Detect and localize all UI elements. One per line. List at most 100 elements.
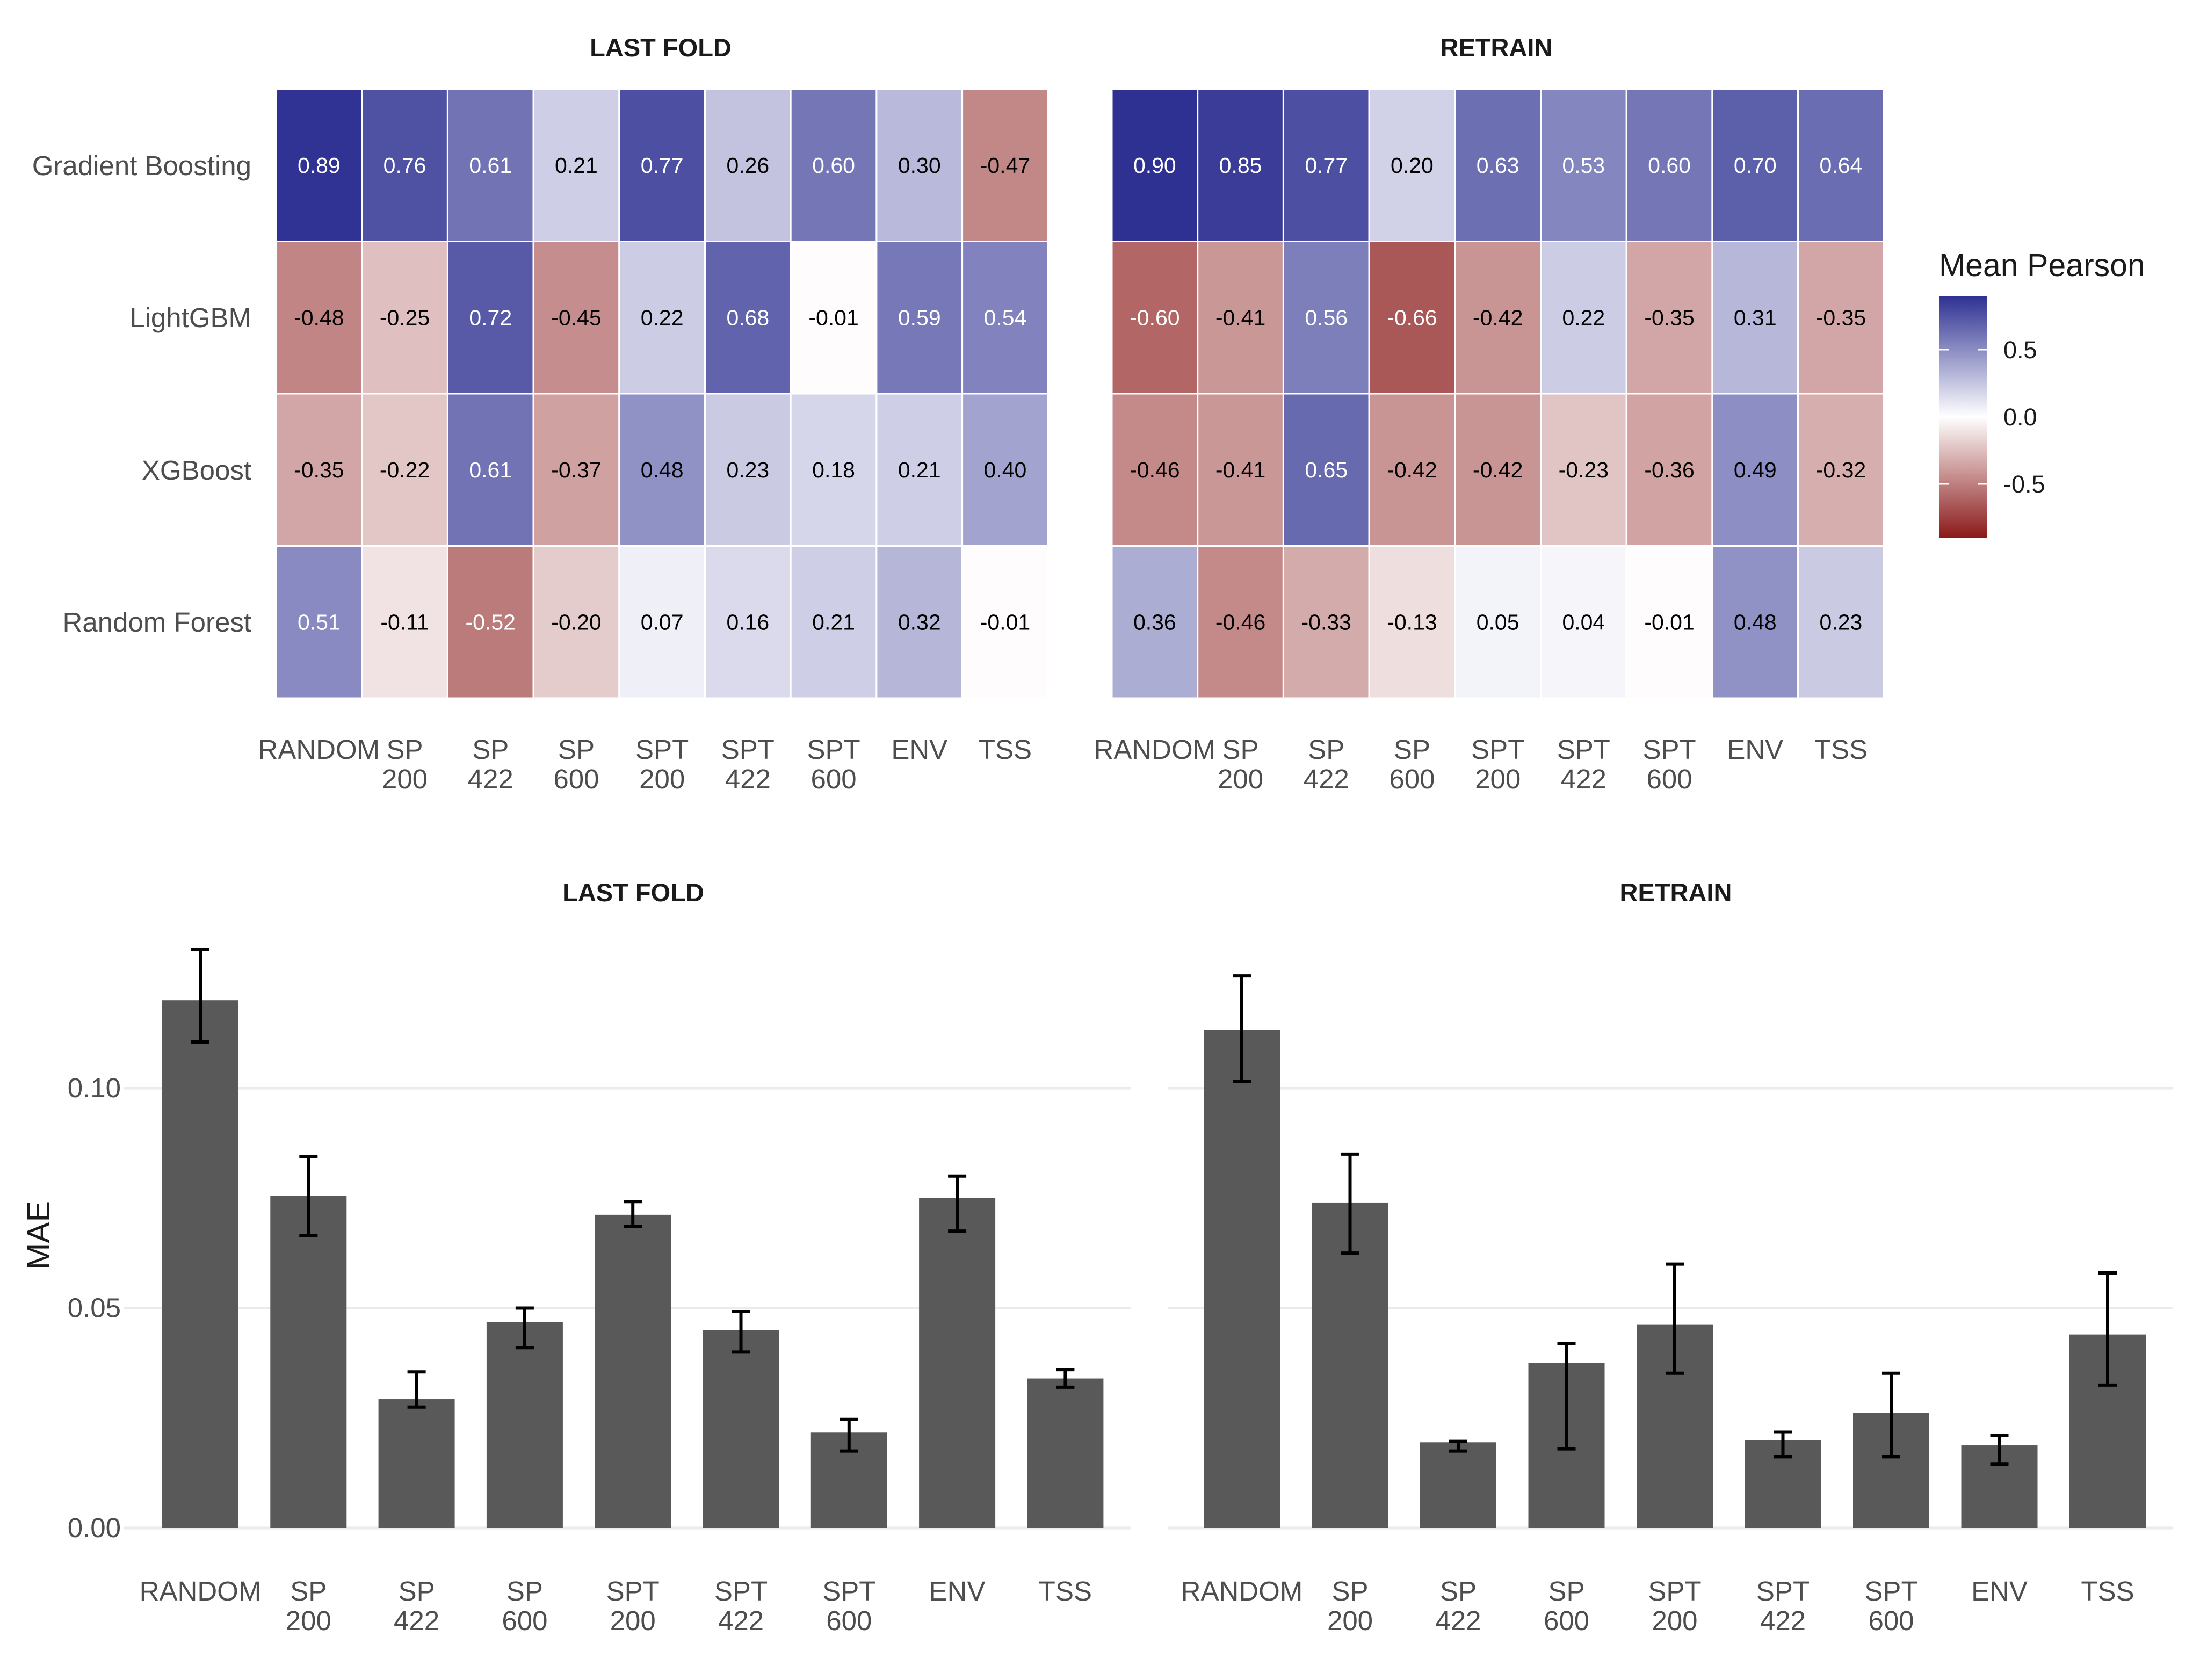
heatmap-x-tick-labels: RANDOM SP200SP422SP600SPT200SPT422SPT600E…: [258, 734, 1868, 794]
heatmap-cell: [790, 88, 878, 242]
heatmap-cell-label: 0.21: [555, 153, 598, 178]
heatmap-cell-label: 0.23: [1820, 610, 1863, 634]
heatmap-cell-label: 0.59: [898, 305, 941, 330]
heatmap-cell-label: 0.48: [1734, 610, 1777, 634]
heatmap-cell: [1197, 88, 1284, 242]
heatmap-cell: [1797, 393, 1885, 547]
heatmap-x-tick-label: RANDOM: [258, 734, 380, 765]
heatmap-cell-label: 0.54: [984, 305, 1027, 330]
bar-x-tick-label: TSS: [2081, 1576, 2134, 1606]
heatmap-x-tick-label: SP: [387, 734, 423, 765]
heatmap-cell-label: 0.65: [1305, 458, 1348, 482]
y-tick-label: 0.10: [68, 1073, 121, 1103]
bar-x-tick-labels: RANDOM SP200SP422SP600SPT200SPT422SPT600E…: [140, 1576, 2134, 1636]
heatmap-retrain: 0.90 0.85 0.77 0.20 0.63 0.53 0.60 0.70 0.64 -0.6…: [1111, 88, 1885, 699]
bar-chart-retrain: [1204, 974, 2146, 1528]
error-bar: [191, 948, 209, 1044]
error-bar: [1990, 1434, 2009, 1466]
error-bar: [1774, 1430, 1792, 1459]
bar-x-tick-label: ENV: [929, 1576, 986, 1606]
heatmap-x-tick-label: 422: [725, 764, 771, 794]
bar-x-tick-label: SPT: [606, 1576, 660, 1606]
heatmap-x-tick-label: SPT: [1557, 734, 1610, 765]
heatmap-cell: [1797, 545, 1885, 699]
heatmap-x-tick-label: ENV: [1727, 734, 1783, 765]
heatmap-cell: [875, 88, 964, 242]
heatmap-cell: [1197, 393, 1284, 547]
bar-x-tick-label: SP: [399, 1576, 435, 1606]
heatmap-cell: [961, 88, 1049, 242]
heatmap-cell: [361, 241, 448, 395]
bar-x-tick-label: SP: [1331, 1576, 1368, 1606]
heatmap-cell: [1711, 393, 1799, 547]
heatmap-x-tick-label: SP: [558, 734, 595, 765]
heatmap-cell-label: 0.16: [726, 610, 769, 634]
heatmap-x-tick-label: SP: [1222, 734, 1259, 765]
heatmap-cell: [361, 545, 448, 699]
heatmap-x-tick-label: SPT: [1471, 734, 1524, 765]
heatmap-cell-label: -0.46: [1215, 610, 1265, 634]
heatmap-cell-label: -0.11: [380, 610, 429, 634]
bar-chart-last-fold: [162, 948, 1104, 1528]
heatmap-cell: [961, 545, 1049, 699]
heatmap-cell-label: 0.51: [298, 610, 341, 634]
bar-x-tick-label: 200: [1327, 1605, 1373, 1636]
heatmap-cell-label: -0.13: [1387, 610, 1437, 634]
heatmap-cell: [875, 241, 964, 395]
heatmap-x-tick-label: 200: [1475, 764, 1521, 794]
heatmap-cell-label: 0.64: [1820, 153, 1863, 178]
heatmap-x-tick-label: 200: [639, 764, 685, 794]
error-bar: [407, 1370, 426, 1409]
heatmap-cell-label: 0.53: [1562, 153, 1605, 178]
heatmap-cell-label: -0.41: [1215, 305, 1265, 330]
heatmap-cell-label: 0.40: [984, 458, 1027, 482]
bar-x-tick-label: 422: [1435, 1605, 1481, 1636]
heatmap-cell-label: -0.46: [1130, 458, 1179, 482]
bar: [1204, 1030, 1280, 1528]
heatmap-cell-label: 0.21: [898, 458, 941, 482]
error-bar: [732, 1310, 750, 1354]
bar-x-tick-label: 200: [286, 1605, 331, 1636]
heatmap-cell-label: -0.42: [1473, 305, 1523, 330]
heatmap-cell-label: 0.30: [898, 153, 941, 178]
heatmap-cell-label: 0.85: [1219, 153, 1262, 178]
heatmap-cell: [618, 241, 706, 395]
bar-x-tick-label: 200: [610, 1605, 656, 1636]
row-label-random-forest: Random Forest: [63, 607, 251, 638]
heatmap-x-tick-label: ENV: [891, 734, 947, 765]
legend-tick-label: 0.5: [2003, 336, 2037, 364]
heatmap-x-tick-label: SP: [1308, 734, 1344, 765]
y-tick-label: 0.05: [68, 1293, 121, 1323]
bar-x-tick-label: SP: [1548, 1576, 1584, 1606]
heatmap-cell-label: -0.33: [1301, 610, 1351, 634]
heatmap-cell: [1454, 545, 1542, 699]
bar-x-tick-label: SPT: [1648, 1576, 1701, 1606]
heatmap-cell-label: 0.04: [1562, 610, 1605, 634]
heatmap-cell-label: -0.32: [1816, 458, 1866, 482]
heatmap-cell: [961, 393, 1049, 547]
heatmap-retrain-title: RETRAIN: [1441, 33, 1553, 62]
heatmap-cell-label: 0.60: [1648, 153, 1691, 178]
heatmap-cell: [275, 241, 363, 395]
bar-x-tick-label: SPT: [822, 1576, 875, 1606]
heatmap-cell-label: 0.20: [1391, 153, 1434, 178]
heatmap-cell-label: 0.61: [469, 458, 512, 482]
heatmap-cell-label: 0.23: [726, 458, 769, 482]
heatmap-last-fold: 0.89 0.76 0.61 0.21 0.77 0.26 0.60 0.30 -0.47 -0.…: [275, 88, 1049, 699]
heatmap-cell: [1111, 545, 1199, 699]
bar: [378, 1399, 455, 1528]
heatmap-cell: [1454, 88, 1542, 242]
heatmap-cell-label: -0.66: [1387, 305, 1437, 330]
heatmap-cell: [1197, 241, 1284, 395]
heatmap-cell: [1797, 241, 1885, 395]
heatmap-cell-label: 0.32: [898, 610, 941, 634]
heatmap-cell-label: 0.31: [1734, 305, 1777, 330]
heatmap-cell-label: 0.63: [1477, 153, 1519, 178]
heatmap-x-tick-label: 200: [1218, 764, 1263, 794]
heatmap-cell-label: 0.26: [726, 153, 769, 178]
heatmap-cell: [1282, 241, 1370, 395]
bar-x-tick-label: SP: [1440, 1576, 1477, 1606]
heatmap-cell: [961, 241, 1049, 395]
legend-tick-label: -0.5: [2003, 470, 2045, 498]
heatmap-cell-label: 0.68: [726, 305, 769, 330]
